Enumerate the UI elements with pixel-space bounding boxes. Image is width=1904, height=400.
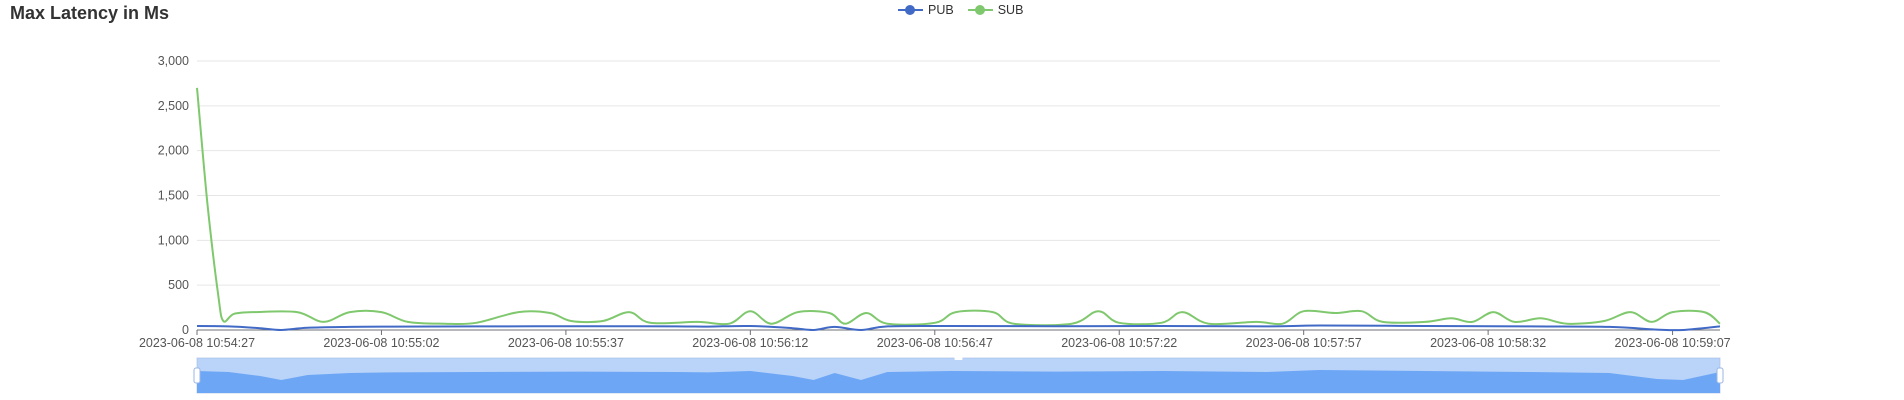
- series-line-pub: [196, 324, 1721, 332]
- zoom-handle-right[interactable]: [1716, 367, 1724, 384]
- zoom-handle-left[interactable]: [193, 367, 201, 384]
- x-tick-label: 2023-06-08 10:55:37: [508, 336, 624, 350]
- series-line-sub: [196, 87, 1721, 327]
- y-tick-label: 500: [168, 278, 189, 292]
- legend-sub-dot: [974, 5, 985, 15]
- y-tick-label: 1,500: [158, 189, 189, 203]
- x-tick-label: 2023-06-08 10:56:47: [877, 336, 993, 350]
- legend-pub-dot: [905, 5, 915, 15]
- legend-sub-marker-icon: [967, 3, 993, 17]
- zoom-slider-overview-area: [197, 370, 1720, 393]
- legend-pub-marker-icon: [898, 3, 923, 17]
- legend: PUB SUB: [898, 3, 1023, 17]
- legend-item-pub[interactable]: PUB: [898, 3, 954, 17]
- x-tick-label: 2023-06-08 10:57:22: [1061, 336, 1177, 350]
- y-tick-label: 2,000: [158, 144, 189, 158]
- y-tick-label: 0: [182, 323, 189, 337]
- legend-item-sub[interactable]: SUB: [967, 3, 1024, 17]
- y-tick-label: 3,000: [158, 54, 189, 68]
- legend-label-pub: PUB: [928, 3, 954, 17]
- zoom-move-handle[interactable]: [954, 357, 963, 360]
- y-tick-label: 1,000: [158, 233, 189, 247]
- x-tick-label: 2023-06-08 10:56:12: [692, 336, 808, 350]
- y-tick-label: 2,500: [158, 99, 189, 113]
- x-tick-label: 2023-06-08 10:55:02: [323, 336, 439, 350]
- zoom-slider-selection: [197, 358, 1720, 393]
- legend-label-sub: SUB: [997, 3, 1024, 17]
- x-tick-label: 2023-06-08 10:54:27: [139, 336, 255, 350]
- chart-title: Max Latency in Ms: [10, 3, 170, 23]
- x-tick-label: 2023-06-08 10:59:07: [1615, 336, 1731, 350]
- x-tick-label: 2023-06-08 10:58:32: [1430, 336, 1546, 350]
- x-tick-label: 2023-06-08 10:57:57: [1246, 336, 1362, 350]
